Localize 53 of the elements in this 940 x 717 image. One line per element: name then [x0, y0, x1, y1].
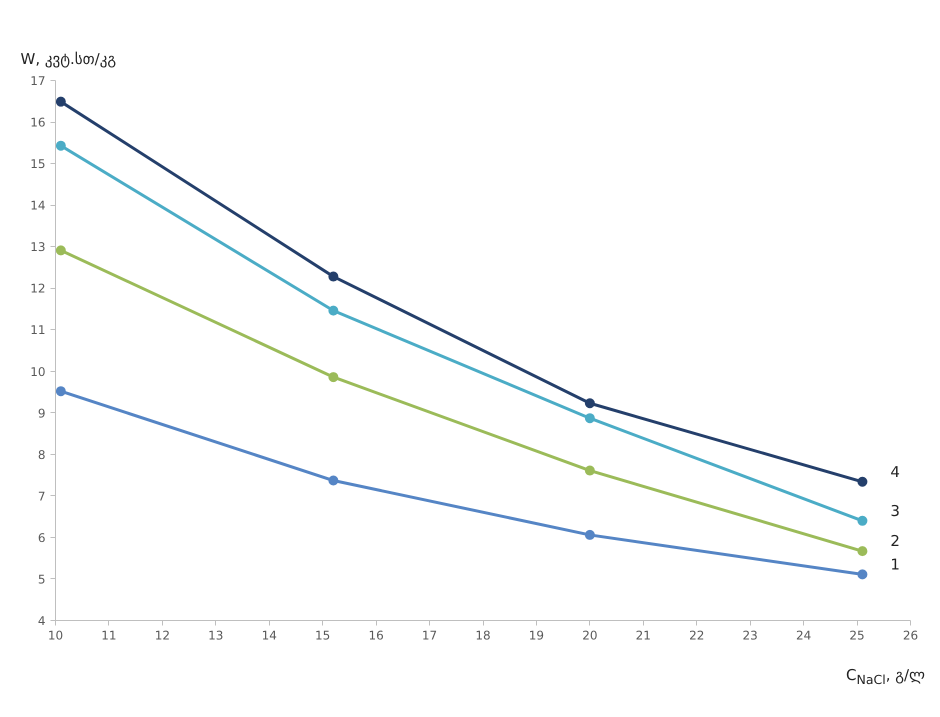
y-axis-title: W, კვტ.სთ/კგ [20, 50, 116, 68]
point [857, 476, 868, 487]
point [584, 413, 595, 424]
x-tick-label: 20 [582, 628, 598, 642]
point [56, 386, 66, 396]
x-tick-label: 25 [849, 628, 865, 642]
x-tick-label: 21 [636, 628, 651, 642]
point [328, 476, 338, 486]
series-label: 3 [890, 502, 900, 520]
y-tick-label: 16 [30, 116, 46, 130]
point [584, 530, 595, 540]
y-tick-label: 12 [30, 282, 46, 296]
x-tick-label: 15 [315, 628, 330, 642]
x-tick-label: 22 [689, 628, 704, 642]
x-tick-label: 17 [422, 628, 438, 642]
point [56, 96, 66, 107]
point [56, 245, 66, 256]
y-tick-label: 4 [38, 614, 46, 628]
x-tick-label: 10 [48, 628, 64, 642]
y-tick-label: 6 [38, 530, 46, 545]
point [857, 516, 868, 526]
series-label: 4 [890, 462, 900, 481]
y-tick-label: 15 [30, 157, 46, 172]
y-tick-label: 7 [38, 489, 46, 504]
point [857, 546, 868, 556]
x-tick-label: 23 [742, 628, 758, 642]
point [328, 372, 338, 382]
y-tick-label: 13 [30, 240, 46, 254]
x-tick-label: 11 [101, 628, 117, 642]
point [584, 398, 595, 408]
y-tick-label: 14 [30, 198, 46, 213]
y-tick-label: 17 [30, 74, 46, 88]
x-tick-label: 14 [262, 628, 277, 642]
y-tick-label: 5 [38, 572, 46, 586]
point [56, 140, 66, 151]
x-tick-label: 13 [208, 628, 224, 642]
y-tick-label: 10 [30, 364, 46, 379]
point [328, 272, 338, 282]
x-axis-title: C$_{NaCl}$, გ/ლ [845, 665, 925, 689]
x-tick-label: 16 [368, 628, 384, 642]
x-tick-label: 18 [475, 628, 491, 642]
point [857, 569, 868, 580]
y-tick-label: 8 [38, 448, 46, 462]
y-tick-label: 11 [30, 323, 46, 338]
series-label: 2 [890, 532, 900, 550]
x-tick-label: 24 [796, 628, 812, 642]
point [328, 306, 338, 316]
x-tick-label: 19 [528, 628, 544, 642]
x-tick-label: 26 [902, 628, 918, 642]
x-tick-label: 12 [154, 628, 170, 642]
y-tick-label: 9 [38, 406, 46, 420]
series-label: 1 [890, 555, 900, 574]
point [584, 466, 595, 476]
